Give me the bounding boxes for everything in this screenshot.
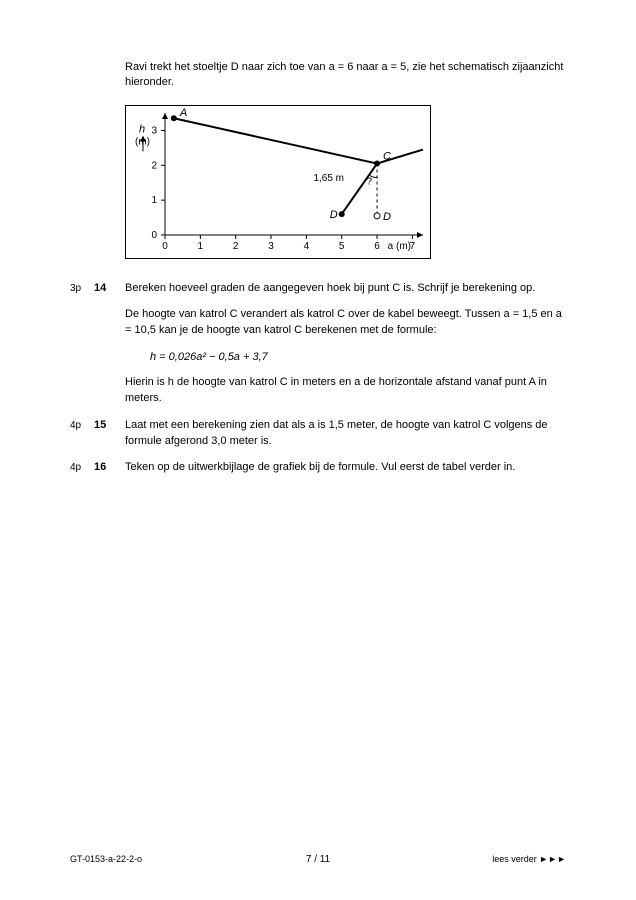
points-label: 4p xyxy=(70,418,94,434)
svg-text:3: 3 xyxy=(151,125,157,136)
points-label: 3p xyxy=(70,281,94,297)
svg-text:4: 4 xyxy=(304,241,310,252)
svg-text:2: 2 xyxy=(233,241,239,252)
svg-text:1,65 m: 1,65 m xyxy=(313,173,344,184)
svg-text:5: 5 xyxy=(339,241,345,252)
intro-text: Ravi trekt het stoeltje D naar zich toe … xyxy=(125,60,566,91)
svg-text:A: A xyxy=(179,107,187,119)
svg-text:h: h xyxy=(139,123,145,135)
exam-page: Ravi trekt het stoeltje D naar zich toe … xyxy=(0,0,636,900)
question-text: Teken op de uitwerkbijlage de grafiek bi… xyxy=(125,460,566,476)
formula: h = 0,026a² − 0,5a + 3,7 xyxy=(150,351,566,363)
svg-text:D: D xyxy=(383,211,391,223)
svg-text:3: 3 xyxy=(268,241,274,252)
page-footer: GT-0153-a-22-2-o 7 / 11 lees verder ►►► xyxy=(0,854,636,864)
svg-text:a (m): a (m) xyxy=(388,241,411,252)
svg-text:0: 0 xyxy=(151,230,157,241)
explanation-2: Hierin is h de hoogte van katrol C in me… xyxy=(125,375,566,407)
svg-text:0: 0 xyxy=(162,241,168,252)
footer-center: 7 / 11 xyxy=(0,854,636,865)
explanation-1: De hoogte van katrol C verandert als kat… xyxy=(125,307,566,339)
question-15: 4p 15 Laat met een berekening zien dat a… xyxy=(70,418,566,450)
svg-text:D: D xyxy=(330,209,338,221)
question-text: Bereken hoeveel graden de aangegeven hoe… xyxy=(125,281,566,297)
question-16: 4p 16 Teken op de uitwerkbijlage de graf… xyxy=(70,460,566,476)
svg-text:2: 2 xyxy=(151,160,157,171)
question-number: 14 xyxy=(94,281,125,297)
svg-text:1: 1 xyxy=(198,241,204,252)
points-label: 4p xyxy=(70,460,94,476)
svg-text:C: C xyxy=(383,150,391,162)
question-number: 16 xyxy=(94,460,125,476)
svg-text:6: 6 xyxy=(374,241,380,252)
question-number: 15 xyxy=(94,418,125,434)
side-view-diagram: 012345670123h(m)a (m)ACDD1,65 m? xyxy=(125,105,431,259)
svg-text:?: ? xyxy=(366,176,372,187)
question-text: Laat met een berekening zien dat als a i… xyxy=(125,418,566,450)
svg-text:1: 1 xyxy=(151,195,157,206)
formula-lhs: h xyxy=(150,351,156,363)
diagram-container: 012345670123h(m)a (m)ACDD1,65 m? xyxy=(125,105,566,259)
formula-rhs: 0,026a² − 0,5a + 3,7 xyxy=(169,351,268,363)
question-14: 3p 14 Bereken hoeveel graden de aangegev… xyxy=(70,281,566,297)
